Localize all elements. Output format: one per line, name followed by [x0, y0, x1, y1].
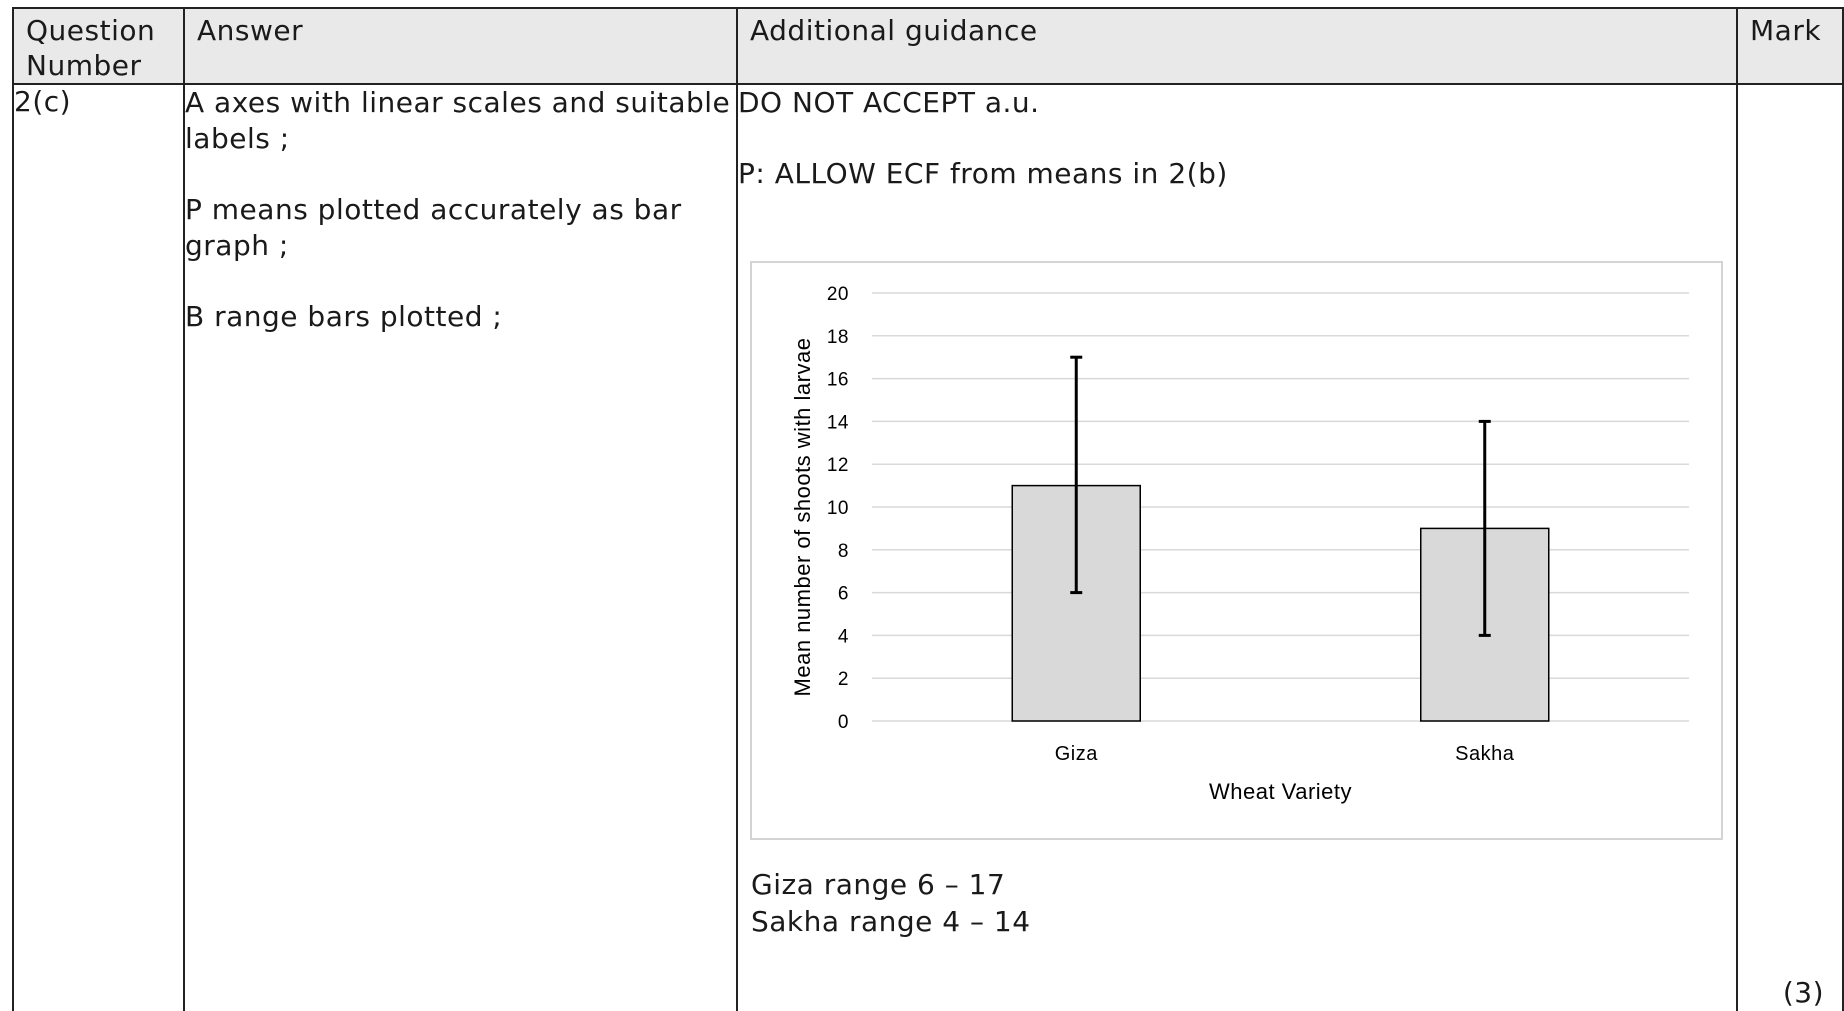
y-tick-label: 20	[827, 284, 849, 305]
bar-chart: 0 2 4 6 8 10 12 14 16 18 20 Giza Sakha Wheat Variety M…	[750, 261, 1723, 840]
answer-point-b: B range bars plotted ;	[185, 300, 503, 333]
y-tick-label: 4	[838, 626, 849, 647]
header-question-number: Question Number	[12, 7, 185, 85]
ranges-block: Giza range 6 – 17 Sakha range 4 – 14	[751, 866, 1031, 940]
chart-svg: 0 2 4 6 8 10 12 14 16 18 20 Giza Sakha Wheat Variety M…	[790, 284, 1689, 804]
y-tick-label: 2	[838, 669, 849, 690]
x-axis-title: Wheat Variety	[1209, 779, 1352, 804]
header-mark: Mark	[1736, 7, 1844, 85]
header-row: Question Number Answer Additional guidan…	[12, 7, 1844, 85]
y-tick-label: 10	[827, 498, 849, 519]
mark-value: (3)	[1782, 976, 1824, 1009]
sakha-range: Sakha range 4 – 14	[751, 905, 1031, 938]
guidance-line-2: P: ALLOW ECF from means in 2(b)	[738, 157, 1228, 190]
mark-cell: (3)	[1736, 83, 1844, 1011]
question-row: 2(c) A axes with linear scales and suita…	[12, 83, 1844, 1011]
answer-point-a: A axes with linear scales and suitable l…	[185, 86, 731, 155]
mark-scheme-table: Question Number Answer Additional guidan…	[12, 7, 1844, 1011]
y-tick-label: 12	[827, 455, 849, 476]
guidance-line-1: DO NOT ACCEPT a.u.	[738, 86, 1040, 119]
y-tick-label: 6	[838, 584, 849, 605]
y-tick-label: 14	[827, 412, 849, 433]
y-tick-label: 8	[838, 541, 849, 562]
y-axis-title: Mean number of shoots with larvae	[790, 338, 815, 697]
y-tick-label: 0	[838, 712, 849, 733]
question-number: 2(c)	[12, 83, 185, 1011]
y-tick-label: 16	[827, 370, 849, 391]
header-answer: Answer	[183, 7, 738, 85]
y-tick-label: 18	[827, 327, 849, 348]
answer-point-p: P means plotted accurately as bar graph …	[185, 193, 682, 262]
guidance-cell: DO NOT ACCEPT a.u. P: ALLOW ECF from mea…	[736, 83, 1738, 1011]
x-category-label: Sakha	[1455, 743, 1515, 765]
header-guidance: Additional guidance	[736, 7, 1738, 85]
giza-range: Giza range 6 – 17	[751, 868, 1006, 901]
x-category-label: Giza	[1055, 743, 1099, 765]
answer-cell: A axes with linear scales and suitable l…	[183, 83, 738, 1011]
